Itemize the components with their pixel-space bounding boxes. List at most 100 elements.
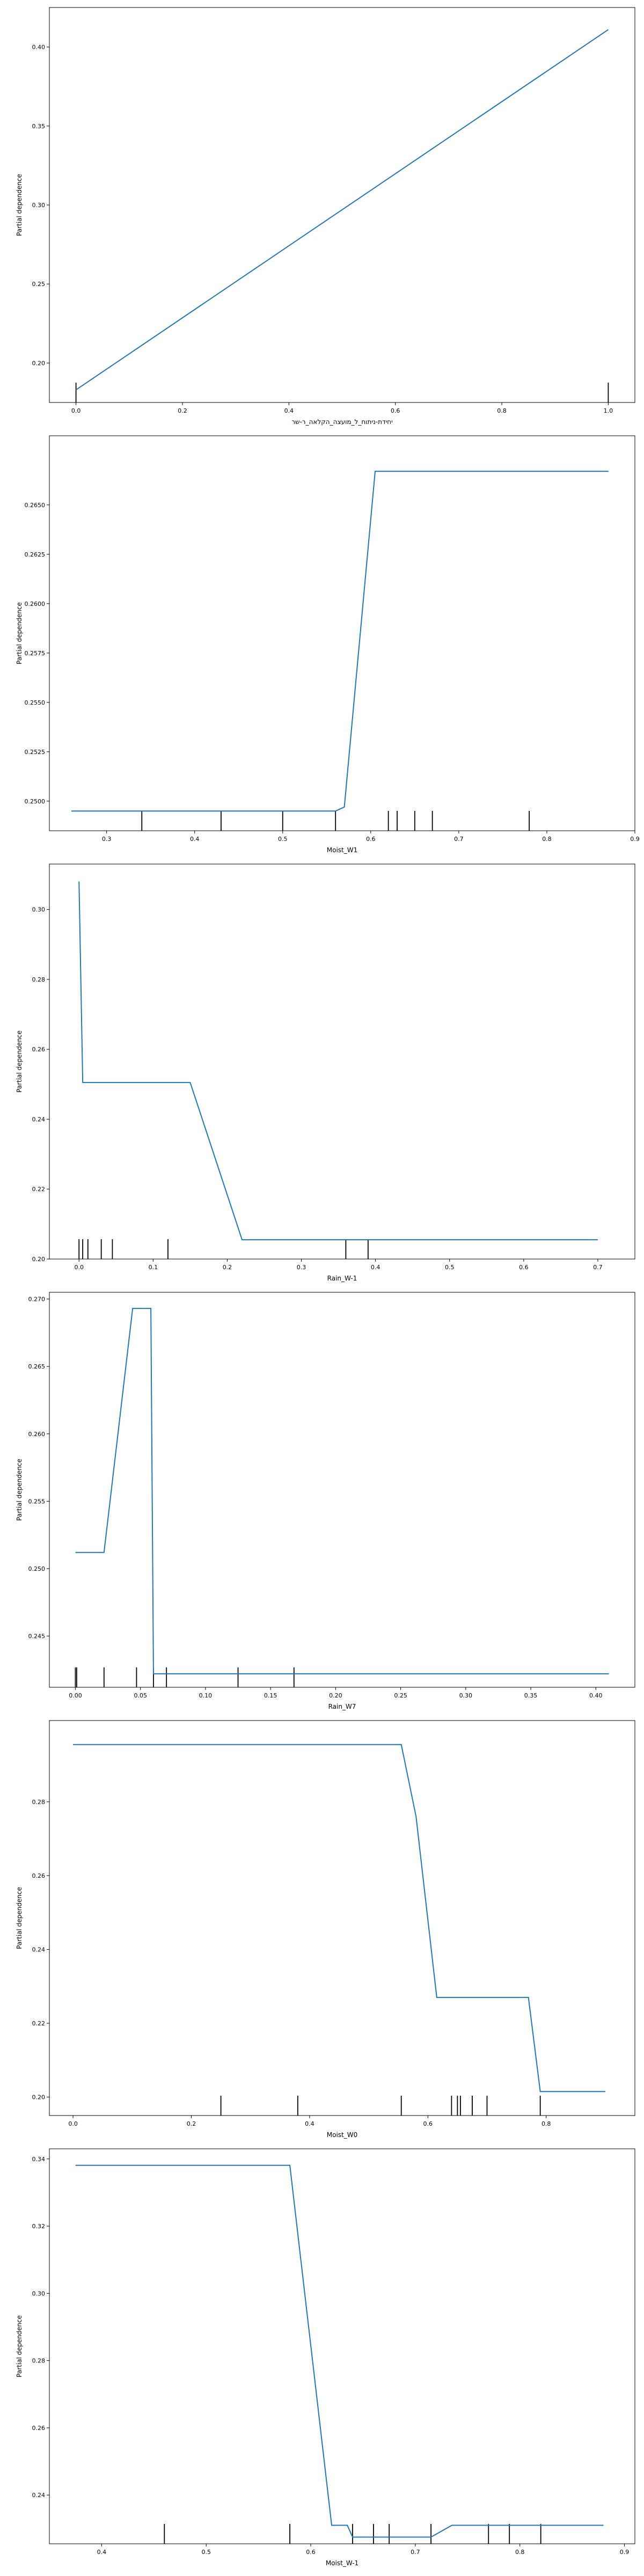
y-tick-label: 0.30 <box>32 202 46 209</box>
y-tick-label: 0.24 <box>32 1116 46 1123</box>
y-tick-label: 0.270 <box>28 1296 46 1303</box>
chart-panel-5: 0.0 0.2 0.4 0.6 0.8 0.20 0.22 0.24 0.26 0.28 Moist… <box>16 1720 635 2139</box>
y-tick-label: 0.24 <box>32 1946 46 1953</box>
y-axis-label: Partial dependence <box>16 1459 23 1521</box>
pd-line <box>76 29 609 391</box>
y-tick-label: 0.28 <box>32 976 46 983</box>
y-axis-label: Partial dependence <box>16 1887 23 1949</box>
x-tick-label: 0.0 <box>68 2120 78 2127</box>
x-tick-label: 0.6 <box>423 2120 433 2127</box>
pd-line <box>71 471 609 812</box>
x-tick-label: 0.40 <box>589 1692 603 1699</box>
y-tick-label: 0.20 <box>32 360 46 367</box>
y-tick-label: 0.260 <box>28 1431 46 1438</box>
plot-frame <box>49 435 635 831</box>
pd-line <box>73 1744 605 2092</box>
y-tick-label: 0.20 <box>32 1256 46 1263</box>
plot-frame <box>49 1292 635 1688</box>
y-tick-label: 0.265 <box>28 1363 46 1370</box>
y-axis-label: Partial dependence <box>16 174 23 236</box>
plot-frame <box>49 863 635 1260</box>
y-tick-label: 0.35 <box>32 123 46 130</box>
pd-line <box>75 1308 609 1674</box>
x-tick-label: 0.25 <box>394 1692 407 1699</box>
chart-panel-6: 0.4 0.5 0.6 0.7 0.8 0.9 0.24 0.26 0.28 0.30 0.32 0.… <box>16 2148 635 2567</box>
y-tick-label: 0.26 <box>32 2425 46 2432</box>
y-axis-label: Partial dependence <box>16 1030 23 1093</box>
x-tick-label: 0.7 <box>454 836 464 843</box>
y-tick-label: 0.245 <box>28 1633 46 1640</box>
x-tick-label: 0.1 <box>149 1264 158 1271</box>
x-axis-label: Rain_W7 <box>328 1703 356 1710</box>
x-tick-label: 0.8 <box>497 407 507 414</box>
y-tick-label: 0.250 <box>28 1565 46 1572</box>
x-tick-label: 0.6 <box>391 407 400 414</box>
y-tick-label: 0.2575 <box>25 650 46 657</box>
x-tick-label: 0.6 <box>306 2549 316 2556</box>
x-tick-label: 0.9 <box>630 836 640 843</box>
x-tick-label: 0.4 <box>190 836 200 843</box>
y-tick-label: 0.28 <box>32 1798 46 1805</box>
y-tick-label: 0.2500 <box>25 798 46 805</box>
x-tick-label: 0.8 <box>515 2549 525 2556</box>
x-tick-label: 0.0 <box>71 407 81 414</box>
x-axis-label: Moist_W-1 <box>326 2559 358 2567</box>
y-tick-label: 0.26 <box>32 1046 46 1053</box>
x-tick-label: 0.15 <box>264 1692 277 1699</box>
x-axis-label: Moist_W0 <box>327 2131 358 2139</box>
x-tick-label: 0.20 <box>329 1692 342 1699</box>
y-tick-label: 0.22 <box>32 2020 46 2027</box>
y-tick-label: 0.2625 <box>25 551 46 558</box>
chart-panel-2: 0.3 0.4 0.5 0.6 0.7 0.8 0.9 0.2500 0.2525 0.2550 0… <box>16 435 640 854</box>
x-tick-label: 0.4 <box>97 2549 107 2556</box>
x-tick-label: 0.7 <box>411 2549 420 2556</box>
x-tick-label: 0.4 <box>305 2120 314 2127</box>
x-tick-label: 0.5 <box>201 2549 211 2556</box>
x-tick-label: 0.6 <box>366 836 376 843</box>
y-tick-label: 0.20 <box>32 2094 46 2101</box>
y-axis-label: Partial dependence <box>16 602 23 664</box>
y-tick-label: 0.26 <box>32 1872 46 1879</box>
x-tick-label: 0.00 <box>69 1692 82 1699</box>
x-tick-label: 0.8 <box>542 836 552 843</box>
x-tick-label: 0.4 <box>284 407 294 414</box>
y-tick-label: 0.28 <box>32 2358 46 2365</box>
plot-frame <box>49 1720 635 2116</box>
y-tick-label: 0.2525 <box>25 749 46 756</box>
x-tick-label: 0.2 <box>187 2120 196 2127</box>
x-tick-label: 0.4 <box>371 1264 380 1271</box>
x-tick-label: 0.6 <box>519 1264 529 1271</box>
chart-panel-3: 0.0 0.1 0.2 0.3 0.4 0.5 0.6 0.7 0.20 0.22 0.24 0.26… <box>16 863 635 1282</box>
y-tick-label: 0.30 <box>32 2290 46 2297</box>
y-tick-label: 0.25 <box>32 281 46 288</box>
x-tick-label: 0.5 <box>278 836 288 843</box>
x-tick-label: 0.7 <box>593 1264 603 1271</box>
pd-line <box>75 2164 604 2538</box>
x-tick-label: 0.10 <box>199 1692 213 1699</box>
x-tick-label: 1.0 <box>604 407 613 414</box>
x-tick-label: 0.05 <box>134 1692 147 1699</box>
x-tick-label: 0.3 <box>102 836 112 843</box>
y-tick-label: 0.2600 <box>25 601 46 608</box>
y-tick-label: 0.24 <box>32 2492 46 2499</box>
x-axis-label: Moist_W1 <box>327 846 358 854</box>
plot-frame <box>49 2148 635 2544</box>
y-tick-label: 0.30 <box>32 906 46 913</box>
x-tick-label: 0.2 <box>178 407 187 414</box>
x-tick-label: 0.30 <box>459 1692 473 1699</box>
x-tick-label: 0.8 <box>541 2120 551 2127</box>
x-axis-label: Rain_W-1 <box>327 1275 357 1282</box>
x-tick-label: 0.3 <box>297 1264 306 1271</box>
y-axis-label: Partial dependence <box>16 2315 23 2377</box>
chart-panel-1: 0.0 0.2 0.4 0.6 0.8 1.0 0.20 0.25 0.30 0.35 0.40 יח… <box>16 7 635 426</box>
y-tick-label: 0.2650 <box>25 502 46 509</box>
x-axis-label: יחידת-ניתוח_ל_מועצה_הקלאה_ר-שר <box>291 418 393 426</box>
pd-line <box>78 881 598 1241</box>
x-tick-label: 0.2 <box>223 1264 232 1271</box>
y-tick-label: 0.40 <box>32 44 46 51</box>
y-tick-label: 0.255 <box>28 1498 46 1505</box>
x-tick-label: 0.5 <box>445 1264 455 1271</box>
x-tick-label: 0.0 <box>74 1264 84 1271</box>
x-tick-label: 0.9 <box>620 2549 630 2556</box>
